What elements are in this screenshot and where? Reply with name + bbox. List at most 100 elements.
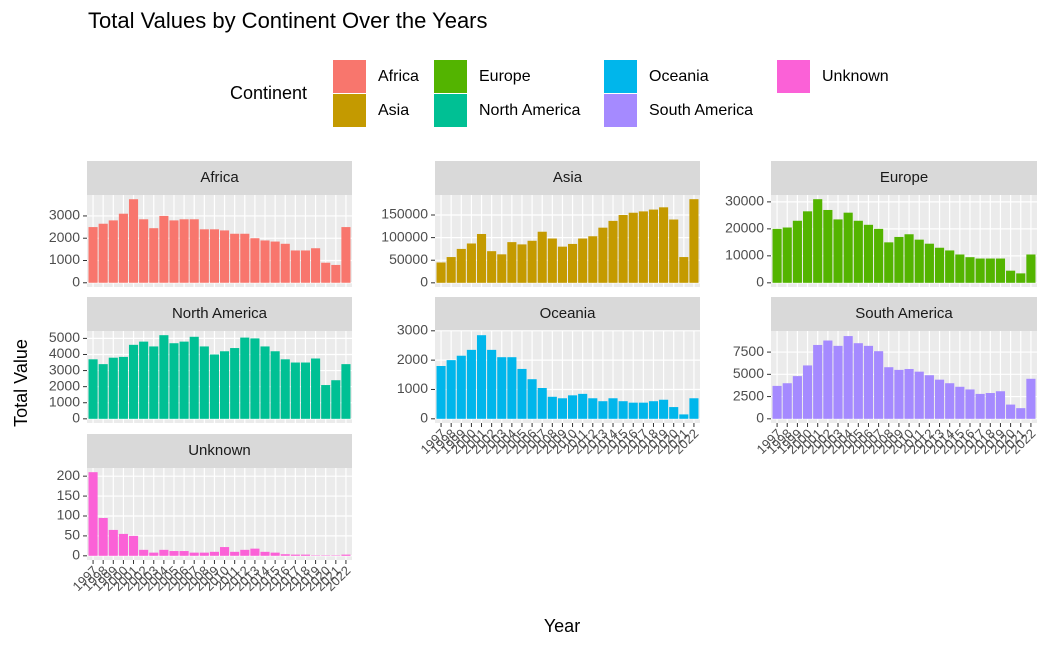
bar <box>321 263 330 283</box>
legend-key <box>434 60 467 93</box>
y-tick-label: 150000 <box>381 206 428 222</box>
bar <box>976 259 985 283</box>
bar <box>619 215 628 283</box>
bar <box>783 228 792 283</box>
bar <box>321 385 330 419</box>
bar <box>1006 271 1015 283</box>
bar <box>169 220 178 282</box>
bar <box>331 265 340 283</box>
bar <box>1026 379 1035 419</box>
bar <box>528 379 537 419</box>
bar <box>854 343 863 419</box>
strip-label: Asia <box>553 169 583 186</box>
bar <box>935 248 944 283</box>
bar <box>783 383 792 419</box>
bar <box>803 365 812 418</box>
legend-title: Continent <box>230 83 307 103</box>
y-tick-label: 10000 <box>725 247 764 263</box>
y-tick-label: 1000 <box>397 380 428 396</box>
bar <box>608 221 617 283</box>
bar <box>180 219 189 282</box>
bar <box>139 342 148 419</box>
bar <box>773 229 782 283</box>
bar <box>169 551 178 556</box>
bar <box>925 375 934 419</box>
legend-label: Unknown <box>822 68 889 85</box>
bar <box>996 391 1005 419</box>
legend-key <box>604 94 637 127</box>
bar <box>200 229 209 282</box>
bar <box>629 213 638 283</box>
bar <box>608 398 617 419</box>
bar <box>240 234 249 283</box>
bar <box>149 346 158 418</box>
bar <box>669 220 678 283</box>
bar <box>568 244 577 283</box>
bar <box>341 364 350 419</box>
bar <box>578 394 587 419</box>
bar <box>833 346 842 419</box>
bar <box>689 398 698 419</box>
y-tick-label: 50 <box>64 527 80 543</box>
bar <box>558 398 567 419</box>
bar <box>89 359 98 419</box>
y-tick-label: 2000 <box>49 229 80 245</box>
bar <box>260 240 269 282</box>
bar <box>457 356 466 419</box>
bar <box>477 335 486 419</box>
bar <box>281 359 290 419</box>
bar <box>915 240 924 283</box>
bar <box>986 259 995 283</box>
bar <box>220 230 229 282</box>
bar <box>180 551 189 556</box>
bar <box>301 555 310 556</box>
bar <box>119 214 128 283</box>
bar <box>548 397 557 419</box>
y-tick-label: 0 <box>72 410 80 426</box>
bar <box>884 367 893 419</box>
bar <box>467 350 476 419</box>
legend-key <box>333 60 366 93</box>
bar <box>477 234 486 283</box>
bar <box>271 351 280 419</box>
bar <box>250 338 259 418</box>
bar <box>823 341 832 419</box>
legend-label: Asia <box>378 102 409 119</box>
y-tick-label: 5000 <box>733 365 764 381</box>
bar <box>639 403 648 419</box>
bar <box>659 400 668 419</box>
bar <box>965 389 974 418</box>
bar <box>844 213 853 283</box>
bar <box>679 257 688 283</box>
bar <box>793 221 802 283</box>
bar <box>210 552 219 556</box>
bar <box>955 254 964 282</box>
bar <box>190 553 199 556</box>
bar <box>833 219 842 282</box>
bar <box>945 383 954 419</box>
x-axis-title: Year <box>544 616 580 636</box>
bar <box>109 530 118 556</box>
bar <box>210 354 219 418</box>
bar <box>894 370 903 419</box>
bar <box>311 248 320 283</box>
y-tick-label: 0 <box>420 274 428 290</box>
legend-key <box>333 94 366 127</box>
bar <box>1016 408 1025 419</box>
bar <box>180 342 189 419</box>
legend-label: North America <box>479 102 580 119</box>
bar <box>1016 273 1025 282</box>
bar <box>200 553 209 556</box>
bar <box>129 199 138 283</box>
bar <box>341 555 350 556</box>
bar <box>813 345 822 419</box>
y-tick-label: 1000 <box>49 251 80 267</box>
bar <box>864 225 873 283</box>
y-tick-label: 150 <box>57 487 81 503</box>
y-tick-label: 3000 <box>49 207 80 223</box>
bar <box>260 346 269 418</box>
y-tick-label: 0 <box>420 410 428 426</box>
bar <box>200 346 209 418</box>
bar <box>109 358 118 419</box>
bar <box>793 376 802 419</box>
